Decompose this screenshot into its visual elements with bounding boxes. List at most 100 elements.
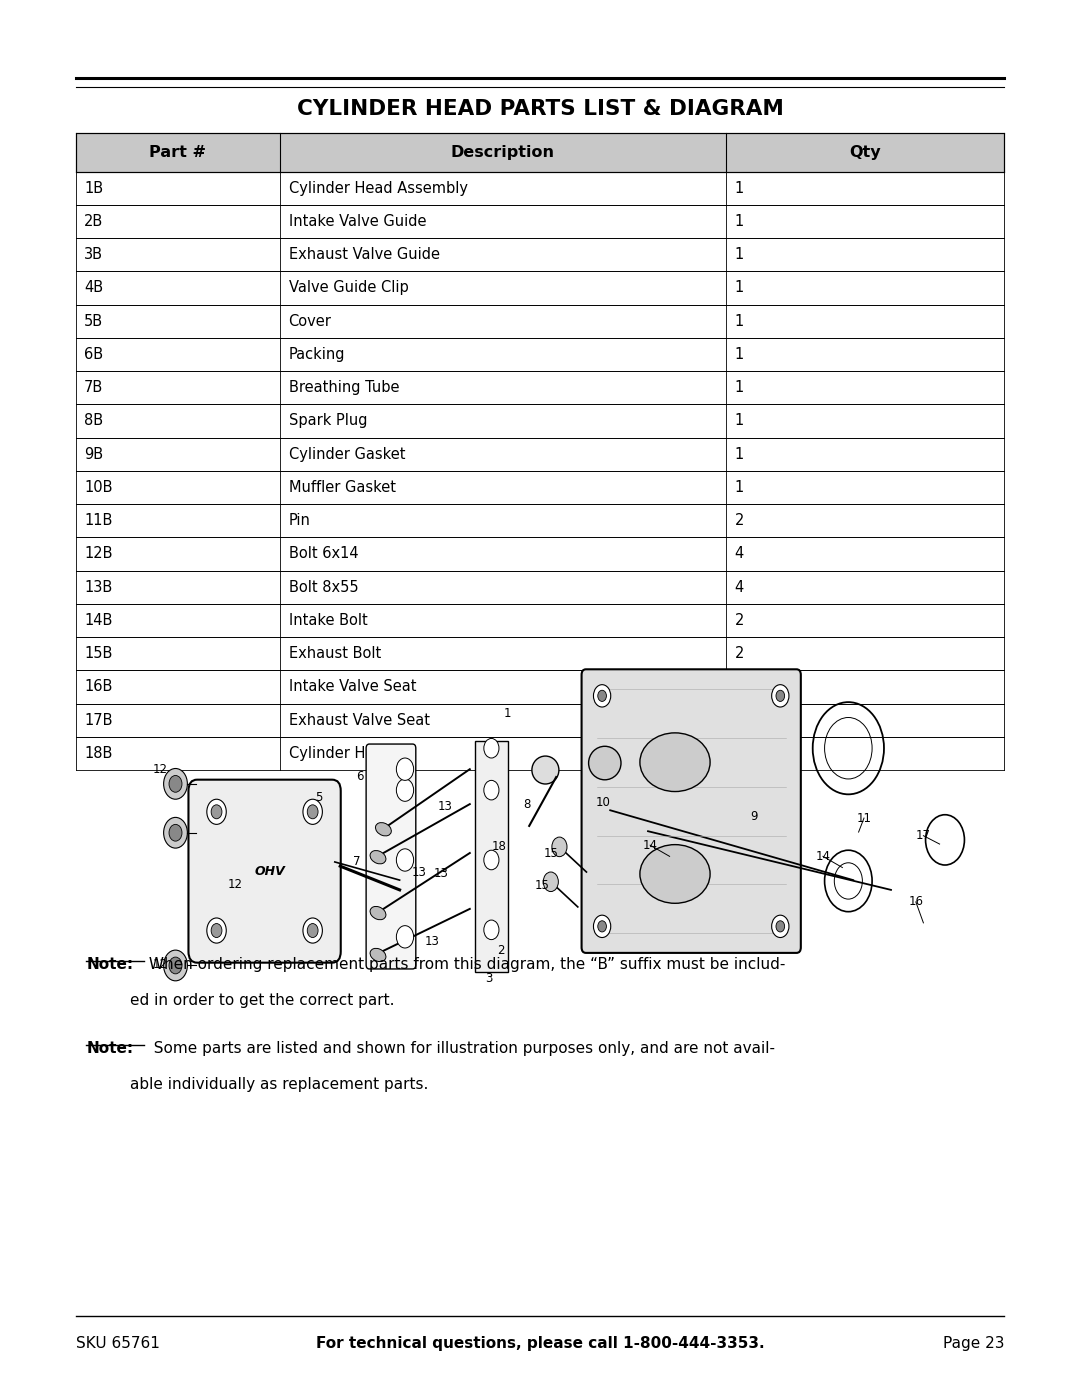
Text: 16B: 16B: [84, 679, 112, 694]
Text: 4: 4: [734, 546, 744, 562]
Text: 3B: 3B: [84, 247, 104, 263]
Text: Intake Valve Guide: Intake Valve Guide: [288, 214, 427, 229]
Circle shape: [396, 759, 414, 781]
Text: 1: 1: [734, 346, 744, 362]
Text: 1: 1: [734, 746, 744, 761]
Text: 14B: 14B: [84, 613, 112, 627]
Circle shape: [170, 775, 181, 792]
Bar: [76, 133, 1004, 172]
Text: When ordering replacement parts from this diagram, the “B” suffix must be includ: When ordering replacement parts from thi…: [144, 957, 785, 972]
Text: CYLINDER HEAD PARTS LIST & DIAGRAM: CYLINDER HEAD PARTS LIST & DIAGRAM: [297, 99, 783, 119]
Circle shape: [396, 780, 414, 802]
Circle shape: [170, 957, 181, 974]
Text: Qty: Qty: [849, 145, 881, 159]
Text: 1: 1: [734, 247, 744, 263]
Text: 12: 12: [152, 958, 167, 971]
Ellipse shape: [589, 746, 621, 780]
Text: 9: 9: [751, 810, 757, 823]
Circle shape: [212, 805, 222, 819]
Text: 7: 7: [353, 855, 360, 869]
Text: 10: 10: [595, 796, 610, 809]
Text: 1B: 1B: [84, 180, 104, 196]
Text: Pin: Pin: [288, 513, 310, 528]
Circle shape: [212, 923, 222, 937]
Text: 8B: 8B: [84, 414, 104, 429]
Text: 6B: 6B: [84, 346, 104, 362]
Text: Page 23: Page 23: [943, 1337, 1004, 1351]
Text: 1: 1: [504, 707, 511, 719]
Text: 1: 1: [734, 414, 744, 429]
Text: 1: 1: [734, 314, 744, 328]
Ellipse shape: [376, 823, 391, 835]
Text: Bolt 6x14: Bolt 6x14: [288, 546, 359, 562]
Circle shape: [164, 768, 188, 799]
Text: 1: 1: [734, 679, 744, 694]
Text: ed in order to get the correct part.: ed in order to get the correct part.: [130, 993, 394, 1009]
Text: 1: 1: [734, 447, 744, 461]
Ellipse shape: [370, 907, 386, 919]
Text: 12: 12: [228, 877, 243, 891]
Text: 4B: 4B: [84, 281, 104, 295]
Circle shape: [772, 685, 788, 707]
Text: 15: 15: [535, 880, 550, 893]
Text: Cylinder Head: Cylinder Head: [288, 746, 392, 761]
Text: 2: 2: [734, 613, 744, 627]
Text: 1: 1: [734, 281, 744, 295]
Text: Part #: Part #: [149, 145, 206, 159]
Text: Breathing Tube: Breathing Tube: [288, 380, 400, 395]
Text: 10B: 10B: [84, 481, 112, 495]
Text: Cylinder Gasket: Cylinder Gasket: [288, 447, 405, 461]
Text: Exhaust Valve Seat: Exhaust Valve Seat: [288, 712, 430, 728]
Circle shape: [594, 915, 611, 937]
Ellipse shape: [370, 851, 386, 863]
Text: 16: 16: [908, 895, 923, 908]
FancyBboxPatch shape: [581, 669, 801, 953]
Circle shape: [164, 950, 188, 981]
Text: 9B: 9B: [84, 447, 104, 461]
Circle shape: [484, 781, 499, 800]
Ellipse shape: [639, 845, 711, 904]
Circle shape: [552, 837, 567, 856]
Text: Intake Bolt: Intake Bolt: [288, 613, 367, 627]
Text: able individually as replacement parts.: able individually as replacement parts.: [130, 1077, 428, 1092]
Text: 13B: 13B: [84, 580, 112, 595]
Text: OHV: OHV: [255, 865, 285, 877]
Text: 2: 2: [734, 513, 744, 528]
Text: Cylinder Head Assembly: Cylinder Head Assembly: [288, 180, 468, 196]
Text: 8: 8: [524, 799, 530, 812]
Text: Note:: Note:: [86, 1041, 134, 1056]
Circle shape: [484, 851, 499, 870]
Text: 6: 6: [356, 770, 363, 782]
Text: 13: 13: [424, 935, 440, 947]
Ellipse shape: [370, 949, 386, 961]
Circle shape: [164, 817, 188, 848]
FancyBboxPatch shape: [366, 745, 416, 970]
Text: Exhaust Bolt: Exhaust Bolt: [288, 647, 381, 661]
Text: Bolt 8x55: Bolt 8x55: [288, 580, 359, 595]
Circle shape: [396, 926, 414, 949]
Text: 1: 1: [734, 214, 744, 229]
Text: 17: 17: [916, 830, 931, 842]
Circle shape: [598, 921, 607, 932]
Text: 5B: 5B: [84, 314, 104, 328]
Text: 18: 18: [491, 840, 507, 852]
Ellipse shape: [639, 733, 711, 792]
Circle shape: [396, 849, 414, 872]
Circle shape: [207, 799, 227, 824]
Circle shape: [598, 690, 607, 701]
Circle shape: [543, 872, 558, 891]
Circle shape: [775, 690, 785, 701]
Text: 2: 2: [734, 647, 744, 661]
Text: Valve Guide Clip: Valve Guide Clip: [288, 281, 408, 295]
Text: Packing: Packing: [288, 346, 346, 362]
Bar: [475, 742, 508, 972]
Text: 11B: 11B: [84, 513, 112, 528]
Text: Intake Valve Seat: Intake Valve Seat: [288, 679, 416, 694]
Text: 4: 4: [734, 580, 744, 595]
FancyBboxPatch shape: [188, 780, 341, 963]
Circle shape: [772, 915, 788, 937]
Bar: [76, 777, 1004, 915]
Text: Exhaust Valve Guide: Exhaust Valve Guide: [288, 247, 440, 263]
Text: 11: 11: [856, 812, 872, 824]
Text: 15: 15: [543, 848, 558, 861]
